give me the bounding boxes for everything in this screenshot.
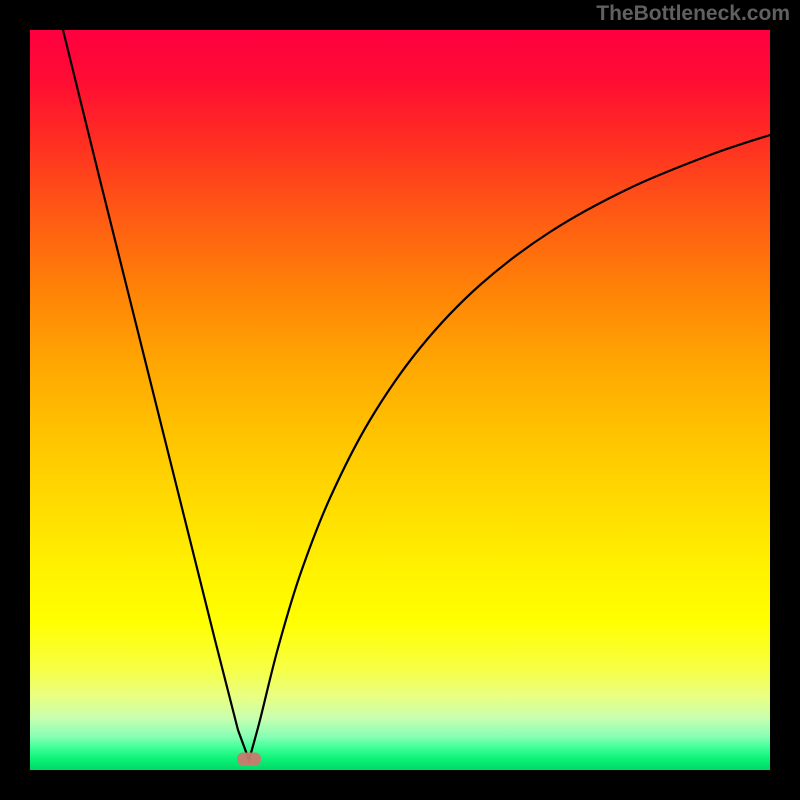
- minimum-marker: [237, 753, 261, 766]
- bottleneck-chart: [0, 0, 800, 800]
- plot-background: [30, 30, 770, 770]
- watermark-text: TheBottleneck.com: [596, 2, 790, 26]
